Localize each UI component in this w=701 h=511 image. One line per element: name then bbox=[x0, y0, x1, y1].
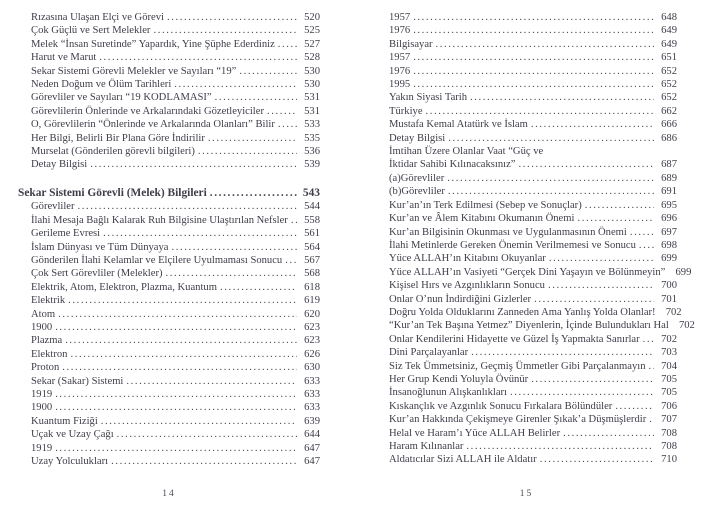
toc-entry: İlahi Metinlerde Gereken Önemin Verilmem… bbox=[376, 239, 677, 252]
toc-entry: Siz Tek Ümmetsiniz, Geçmiş Ümmetler Gibi… bbox=[376, 360, 677, 373]
toc-entry: İlahi Mesaja Bağlı Kalarak Ruh Bilgisine… bbox=[18, 214, 320, 227]
toc-entry: Çok Güçlü ve Sert Melekler525 bbox=[18, 24, 320, 37]
toc-entry: Kur’an’ın Terk Edilmesi (Sebep ve Sonuçl… bbox=[376, 199, 677, 212]
toc-entry: Görevlilerin Önlerinde ve Arkalarındaki … bbox=[18, 105, 320, 118]
toc-entry: Doğru Yolda Olduklarını Zanneden Ama Yan… bbox=[389, 306, 682, 318]
toc-entry: İmtihan Üzere Olanlar Vaat “Güç ve İktida… bbox=[376, 145, 677, 172]
toc-entry: 1976652 bbox=[376, 65, 677, 78]
toc-entry: Atom620 bbox=[18, 308, 320, 321]
toc-entry: Melek “İnsan Suretinde” Yapardık, Yine Ş… bbox=[18, 38, 320, 51]
toc-entry: Plazma623 bbox=[18, 334, 320, 347]
toc-entry: Mustafa Kemal Atatürk ve İslam666 bbox=[376, 118, 677, 131]
toc-entry: 1900633 bbox=[18, 401, 320, 414]
toc-entry: Bilgisayar649 bbox=[376, 38, 677, 51]
toc-entry: Onlar O’nun İndirdiğini Gizlerler701 bbox=[376, 293, 677, 306]
toc-entry: Harut ve Marut528 bbox=[18, 51, 320, 64]
toc-entry: Aldatıcılar Sizi ALLAH ile Aldatır710 bbox=[376, 453, 677, 466]
toc-entry: Her Grup Kendi Yoluyla Övünür705 bbox=[376, 373, 677, 386]
toc-entry: Onlar Kendilerini Hidayette ve Güzel İş … bbox=[376, 333, 677, 346]
toc-entry: Detay Bilgisi539 bbox=[18, 158, 320, 171]
toc-entry: “Kur’an Tek Başına Yetmez” Diyenlerin, İ… bbox=[389, 320, 695, 332]
toc-entry: Kur’an ve Âlem Kitabını Okumanın Önemi69… bbox=[376, 212, 677, 225]
toc-entry: Kıskançlık ve Azgınlık Sonucu Fırkalara … bbox=[376, 400, 677, 413]
toc-entry: Kur’an Hakkında Çekişmeye Girenler Şıkak… bbox=[376, 413, 677, 426]
toc-entry: Kişisel Hırs ve Azgınlıkların Sonucu700 bbox=[376, 279, 677, 292]
toc-entry: 1957648 bbox=[376, 11, 677, 24]
toc-entry: Görevliler544 bbox=[18, 200, 320, 213]
toc-entry: Helal ve Haram’ı Yüce ALLAH Belirler708 bbox=[376, 427, 677, 440]
page-number-left: 14 bbox=[162, 489, 176, 499]
toc-entry: Elektrik619 bbox=[18, 294, 320, 307]
toc-entry-line1: İmtihan Üzere Olanlar Vaat “Güç ve bbox=[389, 146, 544, 158]
toc-entry: Sekar Sistemi Görevli Melekler ve Sayıla… bbox=[18, 65, 320, 78]
toc-entry: (a)Görevliler689 bbox=[376, 172, 677, 185]
toc-entry: Sekar (Sakar) Sistemi633 bbox=[18, 375, 320, 388]
toc-entry: Detay Bilgisi686 bbox=[376, 132, 677, 145]
toc-entry: Kur’an Bilgisinin Okunması ve Uygulanmas… bbox=[376, 226, 677, 239]
toc-entry: Elektrik, Atom, Elektron, Plazma, Kuantu… bbox=[18, 281, 320, 294]
toc-entry: Gönderilen İlahi Kelamlar ve Elçilere Uy… bbox=[18, 254, 320, 267]
toc-rows-right: 19576481976649Bilgisayar6491957651197665… bbox=[376, 11, 695, 467]
toc-entry: Murselat (Gönderilen görevli bilgileri)5… bbox=[18, 145, 320, 158]
toc-entry: Yüce ALLAH’ın Vasiyeti “Gerçek Dini Yaşa… bbox=[389, 266, 692, 278]
toc-entry: Yakın Siyasi Tarih652 bbox=[376, 91, 677, 104]
toc-entry: 1919647 bbox=[18, 442, 320, 455]
toc-page-left: Rızasına Ulaşan Elçi ve Görevi520Çok Güç… bbox=[18, 11, 320, 499]
toc-heading: Sekar Sistemi Görevli (Melek) Bilgileri5… bbox=[18, 187, 320, 200]
toc-entry: Rızasına Ulaşan Elçi ve Görevi520 bbox=[18, 11, 320, 24]
toc-entry: Yüce ALLAH’ın Kitabını Okuyanlar699 bbox=[376, 252, 677, 265]
toc-entry: (b)Görevliler691 bbox=[376, 185, 677, 198]
page-number-right: 15 bbox=[519, 489, 534, 499]
toc-entry: 1919633 bbox=[18, 388, 320, 401]
toc-entry: Görevliler ve Sayıları “19 KODLAMASI”531 bbox=[18, 91, 320, 104]
toc-entry: 1995652 bbox=[376, 78, 677, 91]
toc-entry: 1900623 bbox=[18, 321, 320, 334]
toc-entry: Uzay Yolculukları647 bbox=[18, 455, 320, 468]
toc-entry: Haram Kılınanlar708 bbox=[376, 440, 677, 453]
toc-rows-left: Rızasına Ulaşan Elçi ve Görevi520Çok Güç… bbox=[18, 11, 320, 468]
toc-entry: 1957651 bbox=[376, 51, 677, 64]
toc-entry: İnsanoğlunun Alışkanlıkları705 bbox=[376, 386, 677, 399]
toc-entry: Proton630 bbox=[18, 361, 320, 374]
toc-entry: Çok Sert Görevliler (Melekler)568 bbox=[18, 267, 320, 280]
toc-entry: İslam Dünyası ve Tüm Dünyaya564 bbox=[18, 241, 320, 254]
toc-entry: Elektron626 bbox=[18, 348, 320, 361]
toc-entry: Dini Parçalayanlar703 bbox=[376, 346, 677, 359]
toc-entry: Her Bilgi, Belirli Bir Plana Göre İndiri… bbox=[18, 132, 320, 145]
toc-entry: Türkiye662 bbox=[376, 105, 677, 118]
toc-entry: Uçak ve Uzay Çağı644 bbox=[18, 428, 320, 441]
toc-entry: O, Görevlilerin “Önlerinde ve Arkalarınd… bbox=[18, 118, 320, 131]
toc-entry: 1976649 bbox=[376, 24, 677, 37]
toc-page-right: 19576481976649Bilgisayar6491957651197665… bbox=[376, 11, 695, 499]
toc-entry: Gerileme Evresi561 bbox=[18, 227, 320, 240]
toc-entry: Kuantum Fiziği639 bbox=[18, 415, 320, 428]
toc-entry: Neden Doğum ve Ölüm Tarihleri530 bbox=[18, 78, 320, 91]
